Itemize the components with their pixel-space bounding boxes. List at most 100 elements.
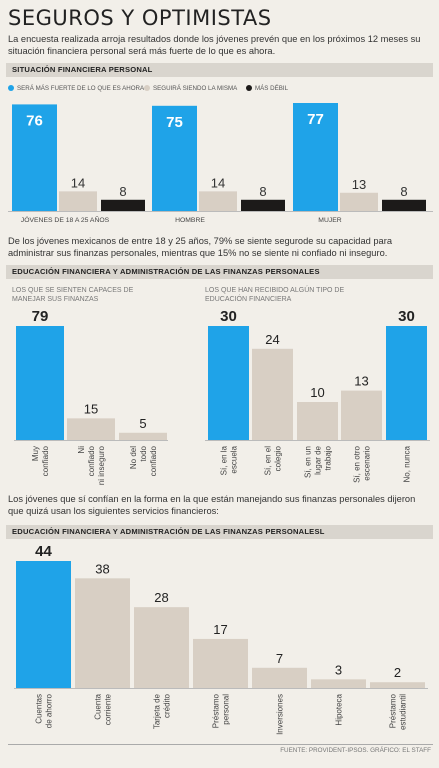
category-label-c3-3-1: escenario <box>363 445 372 480</box>
data-label-c1-g0-s1: 14 <box>71 175 85 190</box>
bar-c3-1 <box>252 348 293 440</box>
category-label-c4-0-0: Cuentas <box>35 694 44 724</box>
bar-c4-0 <box>16 561 71 688</box>
subtitle-capaces: LOS QUE SE SIENTEN CAPACES DE MANEJAR SU… <box>12 287 134 303</box>
source-text: FUENTE: PROVIDENT-IPSOS. GRÁFICO: EL STA… <box>280 747 431 754</box>
data-label-c2-2: 5 <box>139 416 146 431</box>
legend-label-1: SERÁ MÁS FUERTE DE LO QUE ES AHORA <box>17 85 145 92</box>
bar-c1-g0-s1 <box>59 191 97 211</box>
section-header-3: EDUCACIÓN FINANCIERA Y ADMINISTRACIÓN DE… <box>6 525 433 539</box>
legend-label-3: MÁS DÉBIL <box>255 85 289 92</box>
bar-c4-1 <box>75 578 130 688</box>
bar-c4-5 <box>311 679 366 688</box>
data-label-c1-g2-s1: 13 <box>352 177 366 192</box>
bar-c2-2 <box>119 432 167 440</box>
category-label-c4-2-1: crédito <box>163 693 172 718</box>
category-label-c3-2-1: lugar de <box>314 445 323 474</box>
bar-c4-4 <box>252 667 307 688</box>
data-label-c1-g2-s2: 8 <box>400 184 407 199</box>
category-label-c3-2-2: trabajo <box>324 445 333 470</box>
data-label-c4-1: 38 <box>95 561 109 576</box>
category-label-c3-0-0: Sí, en la <box>220 445 229 475</box>
category-label-c1-0: JÓVENES DE 18 A 25 AÑOS <box>21 215 110 224</box>
lower-text: Los jóvenes que sí confían en la forma e… <box>8 494 416 516</box>
data-label-c4-5: 3 <box>335 662 342 677</box>
category-label-c4-0-1: de ahorro <box>45 693 54 728</box>
category-label-c1-1: HOMBRE <box>175 217 205 224</box>
category-label-c2-1-1: confiado <box>87 445 96 476</box>
section-header-2-label: EDUCACIÓN FINANCIERA Y ADMINISTRACIÓN DE… <box>12 267 320 276</box>
bar-c2-1 <box>67 418 115 440</box>
legend-label-2: SEGUIRÁ SIENDO LA MISMA <box>153 85 238 92</box>
bar-c3-3 <box>341 390 382 440</box>
category-label-c4-3-0: Préstamo <box>212 693 221 728</box>
section-header-1-label: SITUACIÓN FINANCIERA PERSONAL <box>12 65 153 74</box>
category-label-c2-0-0: Muy <box>31 446 40 461</box>
data-label-c4-3: 17 <box>213 622 227 637</box>
legend-swatch-black <box>246 85 252 92</box>
data-label-c1-g1-s1: 14 <box>211 175 225 190</box>
page-title: SEGUROS Y OPTIMISTAS <box>8 6 272 30</box>
category-label-c3-1-1: colegio <box>274 445 283 471</box>
bar-c1-g1-s2 <box>241 199 285 211</box>
data-label-c2-0: 79 <box>32 308 49 325</box>
bar-c2-0 <box>16 326 64 440</box>
data-label-c3-2: 10 <box>310 385 324 400</box>
mid-text: De los jóvenes mexicanos de entre 18 y 2… <box>8 236 392 258</box>
category-label-c4-2-0: Tarjeta de <box>153 693 162 729</box>
intro-text: La encuesta realizada arroja resultados … <box>8 34 421 56</box>
category-label-c2-2-1: todo <box>139 445 148 461</box>
source-line: FUENTE: PROVIDENT-IPSOS. GRÁFICO: EL STA… <box>8 744 433 757</box>
bar-c4-3 <box>193 638 248 688</box>
category-label-c4-4-0: Inversiones <box>276 694 285 735</box>
legend-swatch-blue <box>8 85 14 92</box>
data-label-c1-g2-s0: 77 <box>307 111 324 128</box>
legend-item-3: MÁS DÉBIL <box>246 85 288 92</box>
data-label-c4-4: 7 <box>276 651 283 666</box>
category-label-c1-2: MUJER <box>318 217 342 224</box>
data-label-c3-0: 30 <box>220 308 237 325</box>
category-label-c3-4-0: No, nunca <box>403 445 412 482</box>
category-label-c3-0-1: escuela <box>230 445 239 473</box>
bar-c3-0 <box>208 326 249 440</box>
bar-c1-g2-s0 <box>293 103 338 211</box>
bar-c4-6 <box>370 682 425 688</box>
data-label-c4-2: 28 <box>154 590 168 605</box>
bar-c3-2 <box>297 402 338 440</box>
data-label-c3-1: 24 <box>265 332 279 347</box>
bar-c1-g1-s1 <box>199 191 237 211</box>
data-label-c1-g0-s0: 76 <box>26 112 43 129</box>
category-label-c2-2-2: confiado <box>149 445 158 476</box>
category-label-c4-1-0: Cuenta <box>94 693 103 719</box>
bar-c1-g0-s2 <box>101 199 145 211</box>
category-label-c4-6-1: estudiantil <box>399 694 408 730</box>
data-label-c3-3: 13 <box>354 374 368 389</box>
category-label-c2-2-0: No del <box>129 446 138 469</box>
category-label-c3-3-0: Sí, en otro <box>353 445 362 482</box>
bar-c3-4 <box>386 326 427 440</box>
category-label-c4-5-0: Hipoteca <box>335 693 344 725</box>
bar-c1-g2-s1 <box>340 192 378 211</box>
data-label-c1-g1-s0: 75 <box>166 114 183 131</box>
category-label-c3-2-0: Sí, en un <box>304 446 313 478</box>
data-label-c3-4: 30 <box>398 308 415 325</box>
data-label-c4-6: 2 <box>394 665 401 680</box>
section-header-3-label: EDUCACIÓN FINANCIERA Y ADMINISTRACIÓN DE… <box>12 527 325 536</box>
legend-swatch-beige <box>144 85 150 92</box>
category-label-c2-0-1: confiado <box>41 445 50 476</box>
bar-c1-g2-s2 <box>382 199 426 211</box>
subtitle-educacion: LOS QUE HAN RECIBIDO ALGÚN TIPO DE EDUCA… <box>205 287 345 303</box>
category-label-c2-1-0: Ni <box>77 446 86 454</box>
category-label-c4-1-1: corriente <box>104 693 113 725</box>
category-label-c2-1-2: ni inseguro <box>97 445 106 485</box>
section-header-2: EDUCACIÓN FINANCIERA Y ADMINISTRACIÓN DE… <box>6 265 433 279</box>
data-label-c1-g0-s2: 8 <box>119 184 126 199</box>
data-label-c1-g1-s2: 8 <box>259 184 266 199</box>
bar-c1-g1-s0 <box>152 105 197 211</box>
section-header-1: SITUACIÓN FINANCIERA PERSONAL <box>6 63 433 77</box>
category-label-c3-1-0: Sí, en el <box>264 446 273 476</box>
legend-item-2: SEGUIRÁ SIENDO LA MISMA <box>144 85 237 92</box>
category-label-c4-3-1: personal <box>222 694 231 725</box>
data-label-c4-0: 44 <box>35 543 52 560</box>
